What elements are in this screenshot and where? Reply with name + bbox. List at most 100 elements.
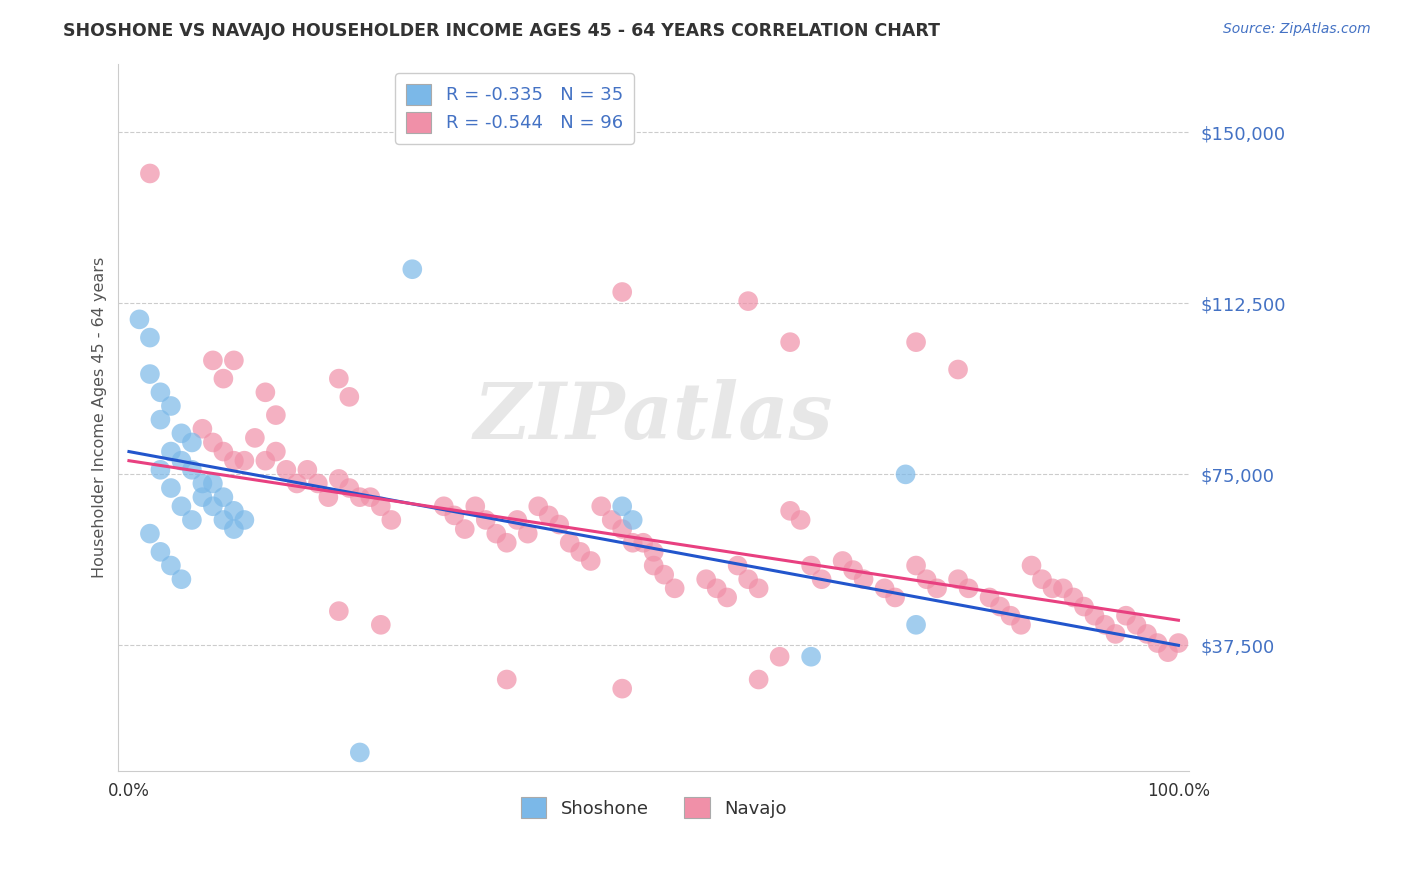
Point bbox=[318, 490, 340, 504]
Point bbox=[191, 490, 214, 504]
Point bbox=[222, 522, 245, 536]
Point bbox=[328, 604, 350, 618]
Point bbox=[495, 535, 517, 549]
Point bbox=[328, 472, 350, 486]
Y-axis label: Householder Income Ages 45 - 64 years: Householder Income Ages 45 - 64 years bbox=[93, 257, 107, 578]
Point bbox=[212, 513, 235, 527]
Point bbox=[831, 554, 853, 568]
Point bbox=[1094, 617, 1116, 632]
Point bbox=[516, 526, 538, 541]
Point bbox=[748, 582, 770, 596]
Point bbox=[631, 535, 654, 549]
Point bbox=[370, 617, 392, 632]
Point bbox=[727, 558, 749, 573]
Point bbox=[1146, 636, 1168, 650]
Point bbox=[1125, 617, 1147, 632]
Point bbox=[706, 582, 728, 596]
Point bbox=[485, 526, 508, 541]
Point bbox=[370, 500, 392, 514]
Point bbox=[254, 385, 277, 400]
Point bbox=[569, 545, 592, 559]
Point bbox=[433, 500, 456, 514]
Point bbox=[842, 563, 865, 577]
Point bbox=[201, 500, 224, 514]
Point bbox=[506, 513, 529, 527]
Point bbox=[810, 572, 832, 586]
Point bbox=[254, 453, 277, 467]
Text: SHOSHONE VS NAVAJO HOUSEHOLDER INCOME AGES 45 - 64 YEARS CORRELATION CHART: SHOSHONE VS NAVAJO HOUSEHOLDER INCOME AG… bbox=[63, 22, 941, 40]
Point bbox=[664, 582, 686, 596]
Point bbox=[957, 582, 980, 596]
Point bbox=[191, 476, 214, 491]
Point bbox=[800, 558, 823, 573]
Point bbox=[149, 412, 172, 426]
Point bbox=[558, 535, 581, 549]
Text: Source: ZipAtlas.com: Source: ZipAtlas.com bbox=[1223, 22, 1371, 37]
Point bbox=[337, 481, 360, 495]
Point bbox=[264, 444, 287, 458]
Point bbox=[359, 490, 381, 504]
Point bbox=[139, 166, 162, 180]
Point bbox=[873, 582, 896, 596]
Point bbox=[328, 371, 350, 385]
Point bbox=[527, 500, 550, 514]
Point bbox=[621, 535, 644, 549]
Point bbox=[1104, 627, 1126, 641]
Point bbox=[1115, 608, 1137, 623]
Point bbox=[884, 591, 907, 605]
Point bbox=[474, 513, 496, 527]
Point bbox=[180, 435, 202, 450]
Point bbox=[915, 572, 938, 586]
Point bbox=[454, 522, 477, 536]
Point bbox=[191, 422, 214, 436]
Point bbox=[337, 390, 360, 404]
Point bbox=[1000, 608, 1022, 623]
Point bbox=[748, 673, 770, 687]
Point bbox=[233, 513, 256, 527]
Point bbox=[443, 508, 465, 523]
Point bbox=[548, 517, 571, 532]
Legend: Shoshone, Navajo: Shoshone, Navajo bbox=[513, 790, 794, 825]
Point bbox=[243, 431, 266, 445]
Point bbox=[201, 435, 224, 450]
Point bbox=[894, 467, 917, 482]
Point bbox=[946, 362, 969, 376]
Point bbox=[307, 476, 329, 491]
Point bbox=[600, 513, 623, 527]
Text: ZIPatlas: ZIPatlas bbox=[474, 379, 834, 456]
Point bbox=[1010, 617, 1032, 632]
Point bbox=[139, 330, 162, 344]
Point bbox=[212, 444, 235, 458]
Point bbox=[1157, 645, 1180, 659]
Point bbox=[401, 262, 423, 277]
Point bbox=[170, 426, 193, 441]
Point bbox=[905, 617, 928, 632]
Point bbox=[1063, 591, 1085, 605]
Point bbox=[139, 367, 162, 381]
Point bbox=[297, 463, 319, 477]
Point bbox=[160, 481, 183, 495]
Point bbox=[160, 444, 183, 458]
Point bbox=[905, 335, 928, 350]
Point bbox=[612, 285, 634, 299]
Point bbox=[1167, 636, 1189, 650]
Point bbox=[1021, 558, 1043, 573]
Point bbox=[852, 572, 875, 586]
Point bbox=[579, 554, 602, 568]
Point bbox=[201, 353, 224, 368]
Point bbox=[612, 681, 634, 696]
Point bbox=[979, 591, 1001, 605]
Point bbox=[716, 591, 738, 605]
Point bbox=[643, 545, 665, 559]
Point bbox=[1073, 599, 1095, 614]
Point bbox=[1136, 627, 1159, 641]
Point bbox=[170, 500, 193, 514]
Point bbox=[233, 453, 256, 467]
Point bbox=[621, 513, 644, 527]
Point bbox=[737, 294, 759, 309]
Point bbox=[779, 335, 801, 350]
Point bbox=[695, 572, 717, 586]
Point bbox=[1052, 582, 1074, 596]
Point bbox=[285, 476, 308, 491]
Point bbox=[769, 649, 792, 664]
